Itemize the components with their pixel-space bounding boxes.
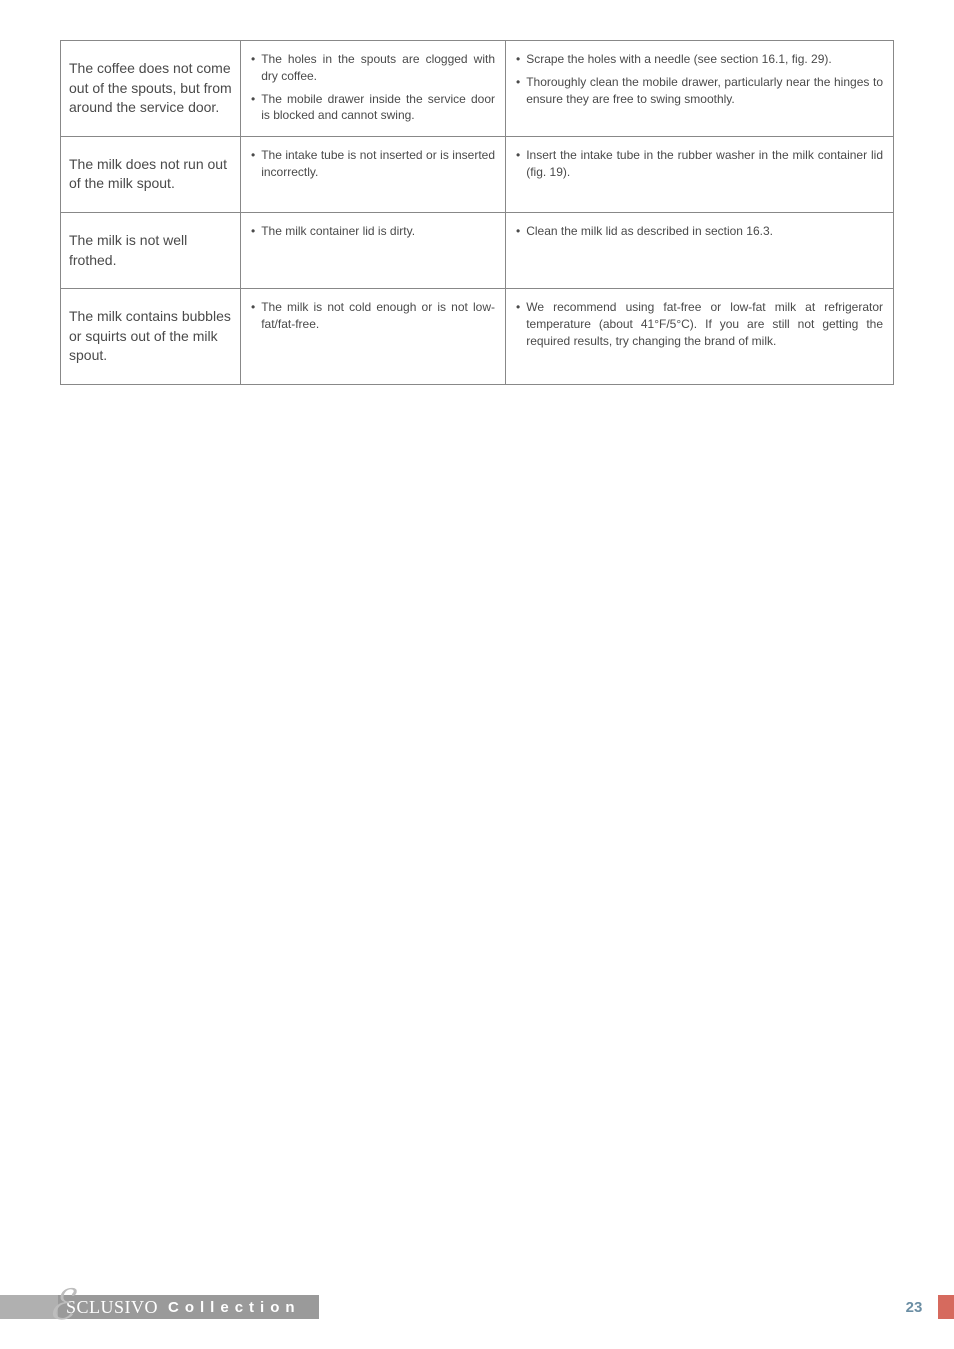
bullet-icon: • xyxy=(516,147,520,164)
troubleshooting-table: The coffee does not come out of the spou… xyxy=(60,40,894,385)
solution-text: Thoroughly clean the mobile drawer, part… xyxy=(526,74,883,108)
problem-cell: The coffee does not come out of the spou… xyxy=(61,41,241,137)
page-footer: ℰ SCLUSIVO Collection 23 xyxy=(0,1295,954,1319)
brand-sclusivo: SCLUSIVO xyxy=(66,1297,158,1318)
cause-text: The milk container lid is dirty. xyxy=(261,223,495,240)
solution-cell: • Scrape the holes with a needle (see sec… xyxy=(506,41,894,137)
cause-text: The milk is not cold enough or is not lo… xyxy=(261,299,495,333)
solution-text: Clean the milk lid as described in secti… xyxy=(526,223,883,240)
page-number: 23 xyxy=(890,1295,938,1319)
page-content: The coffee does not come out of the spou… xyxy=(0,0,954,385)
brand-collection: Collection xyxy=(168,1299,301,1316)
bullet-icon: • xyxy=(251,299,255,316)
solution-text: Scrape the holes with a needle (see sect… xyxy=(526,51,883,68)
bullet-icon: • xyxy=(516,51,520,68)
footer-brand: SCLUSIVO Collection xyxy=(58,1295,319,1319)
table-row: The milk is not well frothed. • The milk … xyxy=(61,212,894,288)
solution-cell: • Clean the milk lid as described in sect… xyxy=(506,212,894,288)
cause-text: The intake tube is not inserted or is in… xyxy=(261,147,495,181)
cause-cell: • The intake tube is not inserted or is i… xyxy=(241,136,506,212)
footer-bar: SCLUSIVO Collection 23 xyxy=(0,1295,954,1319)
cause-text: The mobile drawer inside the service doo… xyxy=(261,91,495,125)
bullet-icon: • xyxy=(516,299,520,316)
footer-right-cap xyxy=(938,1295,954,1319)
problem-cell: The milk is not well frothed. xyxy=(61,212,241,288)
problem-cell: The milk contains bubbles or squirts out… xyxy=(61,289,241,385)
table-row: The milk contains bubbles or squirts out… xyxy=(61,289,894,385)
footer-left-block xyxy=(0,1295,58,1319)
bullet-icon: • xyxy=(251,91,255,108)
problem-cell: The milk does not run out of the milk sp… xyxy=(61,136,241,212)
bullet-icon: • xyxy=(516,223,520,240)
solution-text: We recommend using fat-free or low-fat m… xyxy=(526,299,883,349)
bullet-icon: • xyxy=(251,147,255,164)
cause-cell: • The holes in the spouts are clogged wit… xyxy=(241,41,506,137)
table-row: The coffee does not come out of the spou… xyxy=(61,41,894,137)
solution-cell: • We recommend using fat-free or low-fat … xyxy=(506,289,894,385)
cause-cell: • The milk is not cold enough or is not l… xyxy=(241,289,506,385)
bullet-icon: • xyxy=(516,74,520,91)
bullet-icon: • xyxy=(251,223,255,240)
solution-text: Insert the intake tube in the rubber was… xyxy=(526,147,883,181)
footer-spacer xyxy=(319,1295,890,1319)
cause-cell: • The milk container lid is dirty. xyxy=(241,212,506,288)
bullet-icon: • xyxy=(251,51,255,68)
table-row: The milk does not run out of the milk sp… xyxy=(61,136,894,212)
solution-cell: • Insert the intake tube in the rubber wa… xyxy=(506,136,894,212)
cause-text: The holes in the spouts are clogged with… xyxy=(261,51,495,85)
